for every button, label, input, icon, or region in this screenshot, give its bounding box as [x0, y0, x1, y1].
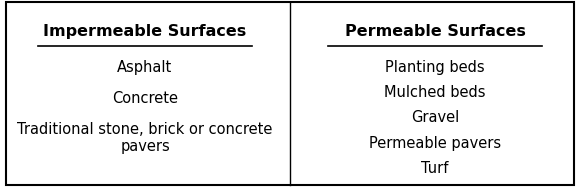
Text: Permeable Surfaces: Permeable Surfaces: [345, 24, 525, 39]
Text: Permeable pavers: Permeable pavers: [369, 136, 501, 151]
Text: Impermeable Surfaces: Impermeable Surfaces: [44, 24, 246, 39]
Text: Mulched beds: Mulched beds: [384, 85, 486, 100]
Text: Asphalt: Asphalt: [117, 60, 173, 75]
FancyBboxPatch shape: [6, 2, 574, 185]
Text: Planting beds: Planting beds: [385, 60, 485, 75]
Text: Traditional stone, brick or concrete
pavers: Traditional stone, brick or concrete pav…: [17, 122, 273, 154]
Text: Turf: Turf: [421, 161, 449, 176]
Text: Gravel: Gravel: [411, 110, 459, 125]
Text: Concrete: Concrete: [112, 91, 178, 106]
